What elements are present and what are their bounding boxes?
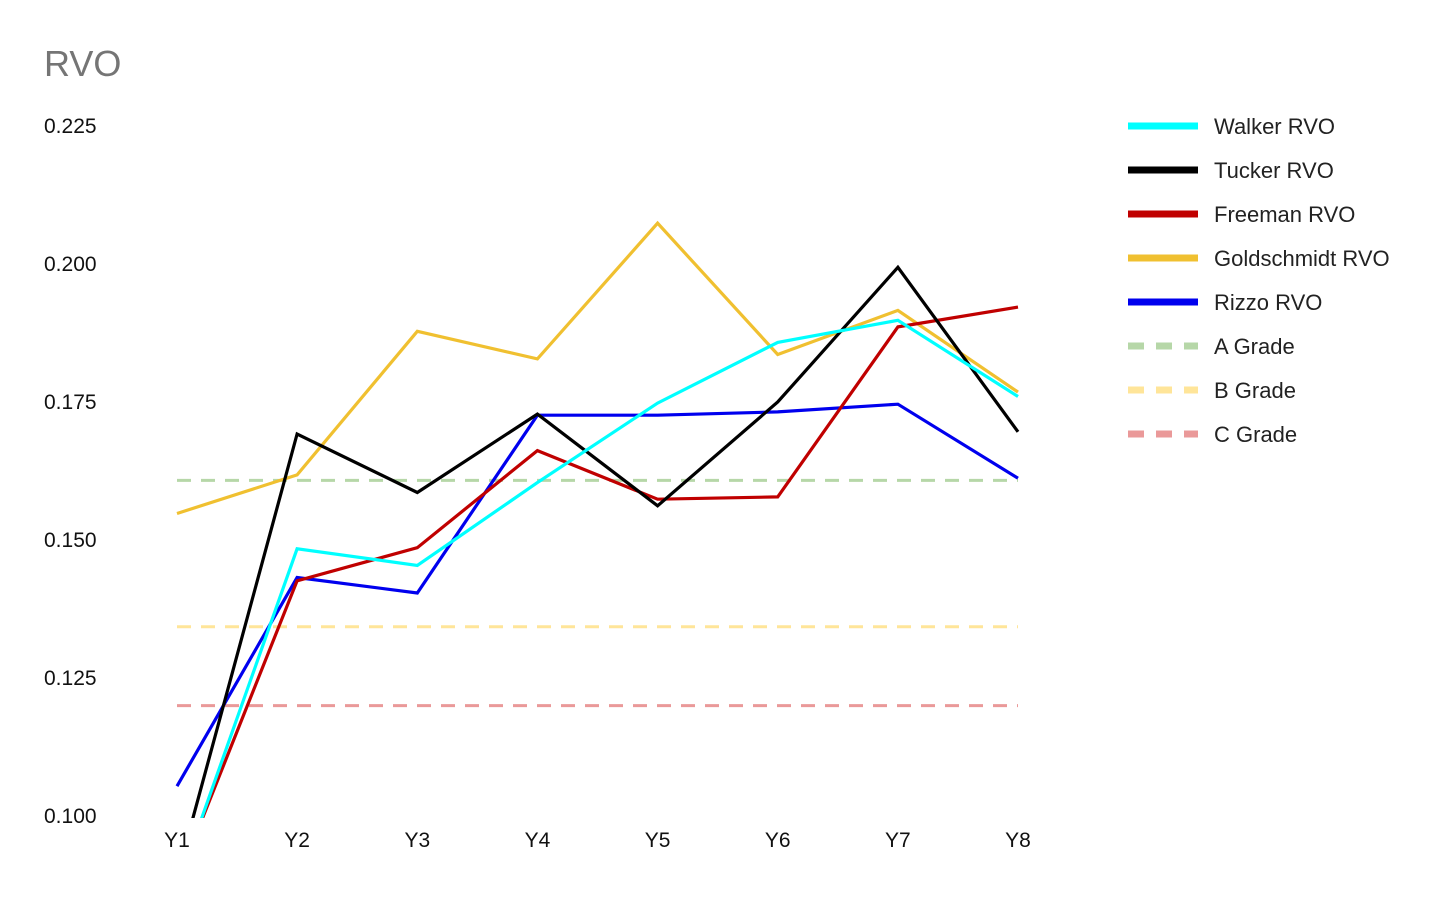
y-axis-ticks: 0.100 0.125 0.150 0.175 0.200 0.225 [44, 115, 97, 828]
y-tick-label: 0.175 [44, 391, 97, 414]
x-axis-ticks: Y1 Y2 Y3 Y4 Y5 Y6 Y7 Y8 [164, 829, 1031, 852]
y-tick-label: 0.225 [44, 115, 97, 138]
series-lines [175, 220, 1020, 818]
legend-label: B Grade [1214, 378, 1296, 403]
x-tick-label: Y2 [284, 829, 310, 852]
y-tick-label: 0.200 [44, 253, 97, 276]
x-tick-label: Y7 [885, 829, 911, 852]
series-line-freeman-rvo [200, 305, 1019, 818]
series-line-tucker-rvo [191, 264, 1020, 818]
x-tick-label: Y4 [525, 829, 551, 852]
chart-title: RVO [44, 43, 121, 84]
y-tick-label: 0.125 [44, 667, 97, 690]
legend: Walker RVO Tucker RVO Freeman RVO Goldschmi… [1128, 114, 1390, 447]
series-line-rizzo-rvo [175, 402, 1019, 787]
x-tick-label: Y3 [404, 829, 430, 852]
series-line-goldschmidt-rvo [176, 220, 1019, 516]
x-tick-label: Y6 [765, 829, 791, 852]
x-tick-label: Y5 [645, 829, 671, 852]
legend-label: Rizzo RVO [1214, 290, 1322, 315]
legend-label: Goldschmidt RVO [1214, 246, 1390, 271]
y-tick-label: 0.100 [44, 805, 97, 828]
x-tick-label: Y1 [164, 829, 190, 852]
legend-label: Walker RVO [1214, 114, 1335, 139]
series-line-walker-rvo [200, 318, 1019, 818]
legend-label: C Grade [1214, 422, 1297, 447]
legend-label: A Grade [1214, 334, 1295, 359]
legend-label: Freeman RVO [1214, 202, 1355, 227]
x-tick-label: Y8 [1005, 829, 1031, 852]
legend-label: Tucker RVO [1214, 158, 1334, 183]
y-tick-label: 0.150 [44, 529, 97, 552]
